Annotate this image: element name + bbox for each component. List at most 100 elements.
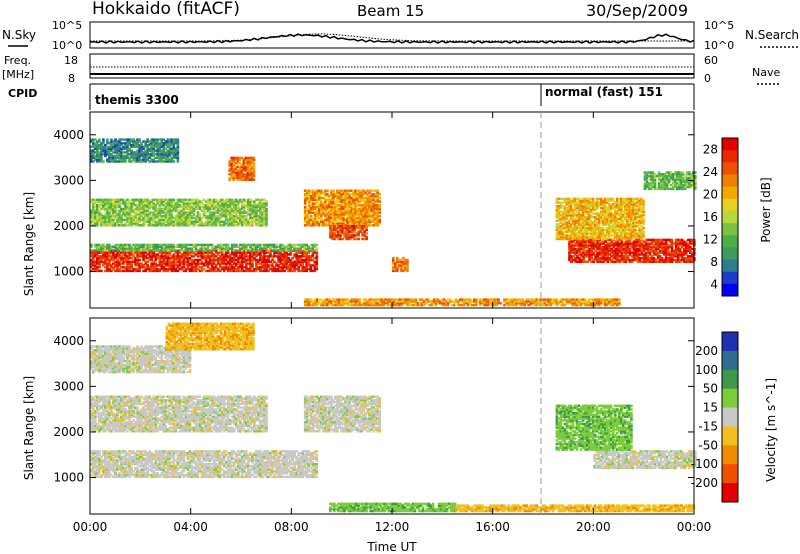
heatmap-cell xyxy=(148,154,151,158)
heatmap-cell xyxy=(574,247,577,251)
heatmap-cell xyxy=(333,228,336,232)
heatmap-cell xyxy=(245,251,248,254)
heatmap-cell xyxy=(511,298,514,301)
heatmap-cell xyxy=(92,207,95,211)
heatmap-cell xyxy=(330,202,333,205)
heatmap-cell xyxy=(616,253,620,256)
heatmap-cell xyxy=(251,256,254,260)
heatmap-cell xyxy=(285,251,288,254)
heatmap-cell xyxy=(172,156,176,160)
heatmap-cell xyxy=(624,247,628,251)
heatmap-cell xyxy=(533,298,536,301)
heatmap-cell xyxy=(104,260,107,263)
heatmap-cell xyxy=(662,253,666,256)
heatmap-cell xyxy=(114,147,117,150)
heatmap-cell xyxy=(376,191,379,194)
heatmap-cell xyxy=(281,247,284,250)
heatmap-cell xyxy=(624,249,628,253)
heatmap-cell xyxy=(652,260,656,263)
heatmap-cell xyxy=(324,200,327,203)
heatmap-cell xyxy=(374,218,377,222)
heatmap-cell xyxy=(226,209,230,212)
heatmap-cell xyxy=(174,153,178,156)
heatmap-cell xyxy=(152,207,155,211)
heatmap-cell xyxy=(206,218,210,222)
heatmap-cell xyxy=(162,142,166,145)
heatmap-cell xyxy=(507,298,510,301)
heatmap-cell xyxy=(336,204,339,207)
heatmap-cell xyxy=(148,258,151,262)
heatmap-cell xyxy=(281,266,284,269)
heatmap-cell xyxy=(178,222,182,225)
heatmap-cell xyxy=(620,251,624,254)
heatmap-cell xyxy=(228,267,232,271)
heatmap-cell xyxy=(128,156,131,160)
heatmap-cell xyxy=(287,256,290,260)
heatmap-cell xyxy=(176,243,180,247)
heatmap-cell xyxy=(172,140,176,143)
heatmap-cell xyxy=(92,255,95,258)
heatmap-cell xyxy=(158,204,162,207)
heatmap-cell xyxy=(114,256,117,260)
heatmap-cell xyxy=(469,303,472,307)
heatmap-cell xyxy=(239,218,242,222)
heatmap-cell xyxy=(418,298,422,301)
heatmap-cell xyxy=(368,209,371,212)
heatmap-cell xyxy=(582,244,585,247)
heatmap-cell xyxy=(442,298,446,301)
heatmap-cell xyxy=(346,303,349,307)
heatmap-cell xyxy=(108,253,111,256)
heatmap-cell xyxy=(541,298,545,301)
heatmap-cell xyxy=(196,200,200,203)
heatmap-cell xyxy=(126,204,129,207)
heatmap-cell xyxy=(182,224,186,227)
heatmap-cell xyxy=(309,243,313,247)
heatmap-cell xyxy=(362,200,365,203)
heatmap-cell xyxy=(116,222,119,225)
heatmap-cell xyxy=(307,303,311,307)
heatmap-cell xyxy=(406,258,409,262)
heatmap-cell xyxy=(334,202,337,205)
heatmap-cell xyxy=(172,151,176,154)
heatmap-cell xyxy=(192,266,196,269)
heatmap-cell xyxy=(339,228,342,232)
heatmap-cell xyxy=(246,173,250,176)
heatmap-cell xyxy=(642,240,646,243)
heatmap-cell xyxy=(192,267,196,271)
heatmap-cell xyxy=(318,209,321,212)
heatmap-cell xyxy=(148,256,151,260)
heatmap-cell xyxy=(363,234,366,237)
heatmap-cell xyxy=(148,267,151,271)
heatmap-cell xyxy=(257,215,260,218)
heatmap-cell xyxy=(263,198,266,201)
heatmap-cell xyxy=(172,245,176,248)
heatmap-cell xyxy=(220,207,224,211)
heatmap-cell xyxy=(188,264,192,267)
heatmap-cell xyxy=(314,303,317,307)
heatmap-cell xyxy=(636,260,640,263)
heatmap-cell xyxy=(235,267,238,271)
heatmap-cell xyxy=(200,202,204,205)
heatmap-cell xyxy=(595,303,599,307)
heatmap-cell xyxy=(348,218,351,222)
heatmap-cell xyxy=(249,249,252,252)
heatmap-cell xyxy=(604,251,607,254)
heatmap-cell xyxy=(340,205,343,209)
heatmap-cell xyxy=(160,153,164,156)
heatmap-cell xyxy=(90,209,93,212)
heatmap-cell xyxy=(92,260,95,263)
heatmap-cell xyxy=(224,245,228,248)
heatmap-cell xyxy=(265,213,268,216)
heatmap-cell xyxy=(176,253,180,256)
heatmap-cell xyxy=(186,258,190,262)
heatmap-cell xyxy=(122,256,125,260)
heatmap-cell xyxy=(249,215,252,218)
heatmap-cell xyxy=(624,260,628,263)
heatmap-cell xyxy=(100,158,103,161)
heatmap-cell xyxy=(295,251,298,254)
heatmap-cell xyxy=(132,269,135,273)
heatmap-cell xyxy=(658,258,662,262)
heatmap-cell xyxy=(90,216,93,220)
heatmap-cell xyxy=(346,222,349,225)
heatmap-cell xyxy=(116,151,119,154)
